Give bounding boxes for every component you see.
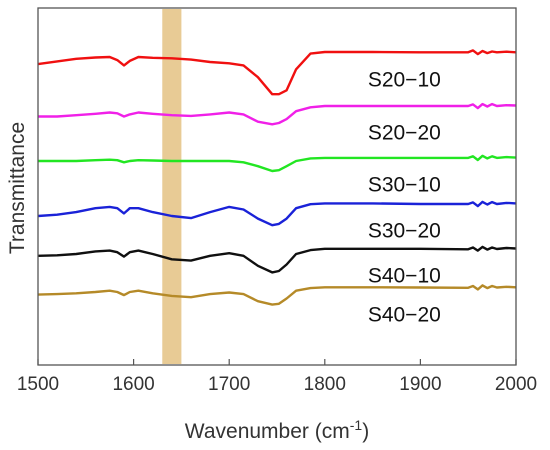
x-tick-label: 1700: [208, 374, 250, 395]
series-group: S20−10 S20−20 S30−10 S30−20 S40−10 S40−20: [37, 49, 517, 326]
x-tick-label: 2000: [495, 374, 537, 395]
x-tick-label: 1800: [304, 374, 346, 395]
x-axis-label-main: Wavenumber (cm: [185, 420, 350, 443]
series-line-3: [38, 154, 517, 173]
x-axis-ticks: 1500 1600 1700 1800 1900 2000: [17, 359, 537, 395]
series-label-3: S30−10: [368, 174, 441, 197]
series-line-1: [37, 49, 517, 96]
x-axis-label-suffix: ): [362, 420, 369, 443]
series-line-5: [37, 245, 517, 274]
series-label-6: S40−20: [368, 303, 441, 326]
series-line-2: [38, 102, 517, 126]
x-tick-label: 1600: [112, 374, 154, 395]
x-axis-label-superscript: -1: [350, 417, 363, 433]
x-axis-label: Wavenumber (cm-1): [185, 417, 369, 443]
series-label-4: S30−20: [368, 219, 441, 242]
x-tick-label: 1900: [399, 374, 441, 395]
series-label-1: S20−10: [368, 68, 441, 91]
plot-frame: [37, 7, 517, 366]
series-label-2: S20−20: [368, 121, 441, 144]
series-label-5: S40−10: [368, 265, 441, 288]
series-line-4: [37, 200, 517, 227]
series-line-6: [37, 284, 517, 306]
x-tick-label: 1500: [17, 374, 59, 395]
highlight-band: [162, 9, 182, 364]
y-axis-label: Transmittance: [6, 122, 29, 254]
